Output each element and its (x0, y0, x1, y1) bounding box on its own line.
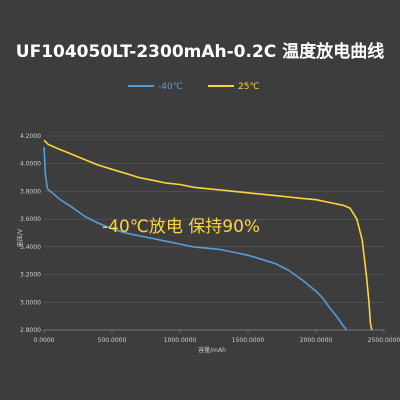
x-tick-label: 1000.0000 (164, 337, 197, 344)
y-tick-label: 3.6000 (20, 216, 41, 223)
y-tick-labels: 2.8000 3.0000 3.2000 3.4000 3.6000 3.8000 4.00… (20, 133, 41, 334)
chart-title: UF104050LT-2300mAh-0.2C 温度放电曲线 (16, 41, 384, 62)
legend: -40℃ 25℃ (128, 82, 260, 92)
legend-label: 25℃ (238, 82, 260, 92)
grid (44, 135, 384, 303)
x-tick-label: 1500.0000 (232, 337, 265, 344)
x-tick-label: 500.0000 (98, 337, 127, 344)
series-lines (43, 139, 373, 331)
y-tick-label: 4.2000 (20, 133, 41, 140)
x-tick-label: 2000.0000 (300, 337, 333, 344)
y-tick-label: 3.4000 (20, 244, 41, 251)
y-tick-label: 3.0000 (20, 299, 41, 306)
y-tick-label: 2.8000 (20, 327, 41, 334)
x-tick-label: 2500.0000 (368, 337, 400, 344)
series-line (43, 147, 348, 331)
x-tick-labels: 0.0000 500.0000 1000.0000 1500.0000 2000.000… (34, 337, 400, 344)
x-axis-label: 容量/mAh (198, 346, 226, 354)
y-tick-label: 4.0000 (20, 161, 41, 168)
x-tick-label: 0.0000 (34, 337, 55, 344)
series-line (43, 139, 373, 331)
y-tick-label: 3.8000 (20, 188, 41, 195)
y-tick-label: 3.2000 (20, 272, 41, 279)
axes (43, 329, 385, 333)
y-axis-label: 电压/V (16, 228, 24, 247)
legend-label: -40℃ (158, 82, 183, 92)
chart-annotation: -40℃放电 保持90% (102, 217, 260, 237)
